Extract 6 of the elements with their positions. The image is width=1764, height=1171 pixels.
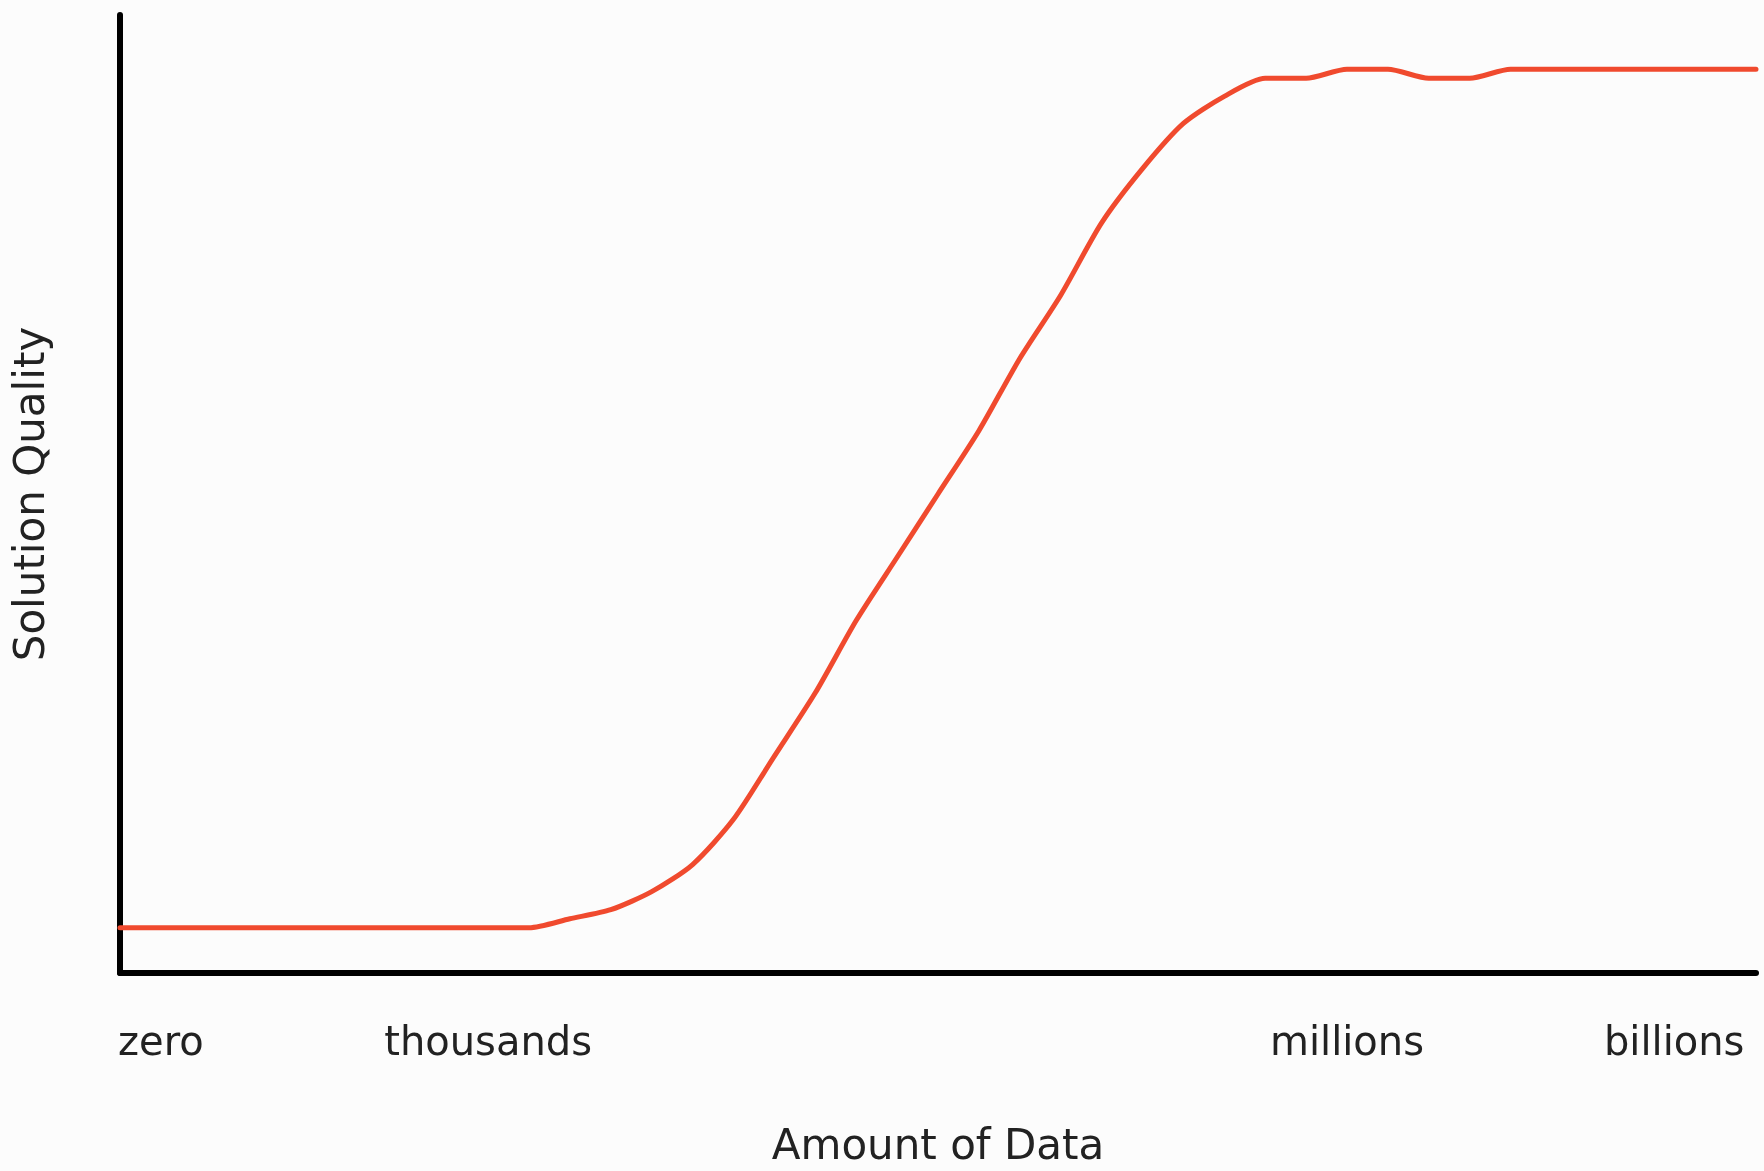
y-axis-title: Solution Quality <box>4 326 54 662</box>
x-tick-label: billions <box>1603 1018 1745 1064</box>
x-tick-label: millions <box>1269 1018 1425 1064</box>
x-tick-label: zero <box>118 1018 204 1064</box>
x-axis-title: Amount of Data <box>771 1119 1105 1169</box>
x-tick-label: thousands <box>384 1018 592 1064</box>
